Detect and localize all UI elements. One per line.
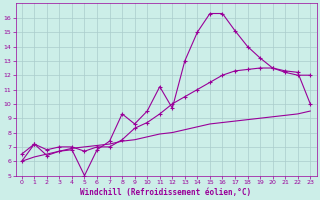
X-axis label: Windchill (Refroidissement éolien,°C): Windchill (Refroidissement éolien,°C) [80,188,252,197]
